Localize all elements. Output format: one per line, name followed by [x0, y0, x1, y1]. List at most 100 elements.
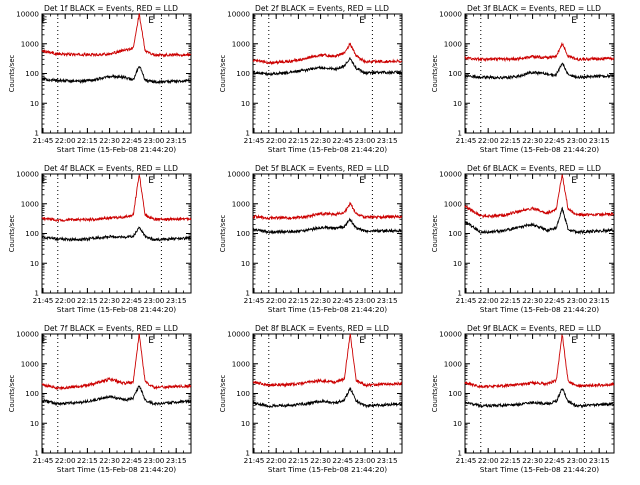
x-axis-label: Start Time (15-Feb-08 21:44:20) [268, 305, 387, 314]
y-tick-label: 1000 [232, 199, 251, 208]
x-tick-label: 22:15 [500, 136, 521, 145]
plot-title: Det 1f BLACK = Events, RED = LLD [44, 4, 178, 13]
event-marker-label: E [42, 336, 48, 346]
x-tick-label: 22:15 [77, 136, 98, 145]
detector-plot-7: 1 10 100 1000 10000 21:45 22:00 22:15 22:30 22:45… [8, 324, 192, 474]
event-marker-label: E [148, 336, 154, 346]
plot-title: Det 5f BLACK = Events, RED = LLD [255, 164, 389, 173]
x-tick-label: 23:00 [567, 296, 588, 305]
x-tick-label: 22:30 [99, 456, 120, 465]
events-series-line [252, 217, 402, 235]
events-series-line [252, 387, 403, 409]
events-series-line [464, 62, 615, 80]
x-tick-label: 23:15 [377, 296, 398, 305]
x-axis-label: Start Time (15-Feb-08 21:44:20) [57, 145, 176, 154]
x-tick-label: 23:15 [166, 296, 187, 305]
plot-title: Det 6f BLACK = Events, RED = LLD [467, 164, 601, 173]
event-marker-label: E [571, 16, 577, 26]
y-tick-label: 1000 [444, 359, 463, 368]
x-tick-label: 22:00 [266, 296, 287, 305]
y-tick-label: 10000 [439, 330, 462, 339]
x-tick-label: 23:15 [589, 296, 610, 305]
y-tick-label: 10 [453, 419, 463, 428]
y-tick-label: 100 [448, 69, 462, 78]
events-series-line [464, 388, 615, 409]
x-tick-label: 22:30 [310, 296, 331, 305]
y-tick-label: 1000 [444, 39, 463, 48]
x-tick-label: 22:45 [332, 136, 353, 145]
x-tick-label: 22:15 [288, 136, 309, 145]
x-tick-label: 22:00 [55, 136, 76, 145]
plot-title: Det 2f BLACK = Events, RED = LLD [255, 4, 389, 13]
event-marker-label: E [148, 176, 154, 186]
x-tick-label: 22:30 [522, 296, 543, 305]
x-tick-label: 22:00 [478, 296, 499, 305]
detector-plot-6: 1 10 100 1000 10000 21:45 22:00 22:15 22:30 22:45… [431, 164, 615, 314]
x-tick-label: 22:45 [121, 136, 142, 145]
x-tick-label: 22:45 [544, 456, 565, 465]
x-tick-label: 23:00 [355, 456, 376, 465]
x-tick-label: 21:45 [456, 456, 477, 465]
y-tick-label: 1 [245, 289, 250, 298]
x-tick-label: 23:15 [589, 456, 610, 465]
x-tick-label: 22:30 [522, 456, 543, 465]
x-tick-label: 22:30 [99, 296, 120, 305]
event-marker-label: E [359, 336, 365, 346]
x-tick-label: 22:00 [55, 296, 76, 305]
x-tick-label: 22:00 [478, 136, 499, 145]
lld-series-line [41, 174, 192, 223]
y-tick-label: 1000 [444, 199, 463, 208]
y-axis-label: Counts/sec [219, 375, 227, 413]
y-tick-label: 10 [241, 259, 251, 268]
y-axis-label: Counts/sec [219, 215, 227, 253]
y-tick-label: 100 [236, 389, 250, 398]
x-tick-label: 23:15 [589, 136, 610, 145]
event-marker-label: E [42, 176, 48, 186]
x-tick-label: 22:45 [121, 456, 142, 465]
y-tick-label: 1 [34, 129, 39, 138]
y-tick-label: 10000 [16, 10, 39, 19]
lld-series-line [252, 201, 403, 221]
x-tick-label: 22:30 [99, 136, 120, 145]
y-tick-label: 1 [245, 129, 250, 138]
detector-plot-3: 1 10 100 1000 10000 21:45 22:00 22:15 22:30 22:45… [431, 4, 615, 154]
x-tick-label: 22:45 [544, 296, 565, 305]
y-tick-label: 1000 [21, 39, 40, 48]
detector-plot-8: 1 10 100 1000 10000 21:45 22:00 22:15 22:30 22:45… [219, 324, 403, 474]
x-tick-label: 22:45 [332, 456, 353, 465]
x-tick-label: 21:45 [456, 136, 477, 145]
y-tick-label: 100 [448, 389, 462, 398]
lld-series-line [464, 41, 615, 63]
y-tick-label: 1 [34, 289, 39, 298]
event-marker-label: E [571, 336, 577, 346]
x-tick-label: 22:30 [522, 136, 543, 145]
y-tick-label: 1 [457, 449, 462, 458]
x-axis-label: Start Time (15-Feb-08 21:44:20) [268, 465, 387, 474]
x-tick-label: 22:15 [77, 296, 98, 305]
y-tick-label: 1000 [232, 39, 251, 48]
x-tick-label: 23:00 [144, 136, 165, 145]
x-tick-label: 23:00 [567, 456, 588, 465]
y-tick-label: 100 [236, 69, 250, 78]
x-tick-label: 21:45 [244, 456, 265, 465]
y-axis-label: Counts/sec [8, 375, 16, 413]
y-tick-label: 1000 [232, 359, 251, 368]
y-axis-label: Counts/sec [431, 215, 439, 253]
x-tick-label: 23:00 [567, 136, 588, 145]
x-tick-label: 22:15 [77, 456, 98, 465]
y-axis-label: Counts/sec [8, 55, 16, 93]
detector-plot-2: 1 10 100 1000 10000 21:45 22:00 22:15 22:30 22:45… [219, 4, 403, 154]
x-tick-label: 23:00 [144, 296, 165, 305]
y-axis-label: Counts/sec [431, 55, 439, 93]
y-tick-label: 10000 [227, 10, 250, 19]
detector-plot-1: 1 10 100 1000 10000 21:45 22:00 22:15 22:30 22:45… [8, 4, 192, 154]
plot-title: Det 3f BLACK = Events, RED = LLD [467, 4, 601, 13]
y-tick-label: 10 [453, 99, 463, 108]
x-tick-label: 22:00 [478, 456, 499, 465]
x-tick-label: 22:00 [266, 456, 287, 465]
lld-series-line [41, 12, 192, 58]
x-tick-label: 21:45 [244, 296, 265, 305]
x-tick-label: 21:45 [33, 456, 54, 465]
